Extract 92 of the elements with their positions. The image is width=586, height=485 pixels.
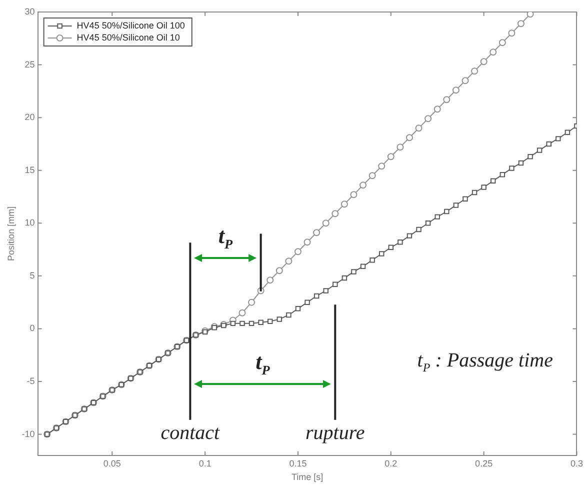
point [258,320,264,325]
point [378,251,384,256]
point [370,257,375,263]
point [230,320,236,326]
point [248,298,256,306]
point [472,190,478,196]
point [294,248,302,256]
point [276,316,282,322]
point [434,106,441,113]
x-tick-label: 0.25 [475,458,493,468]
point [444,208,450,214]
legend-label: HV45 50%/Silicone Oil 100 [76,20,185,30]
point [564,130,570,135]
point [248,320,254,326]
annotation: t$_{P}$ [218,223,233,252]
point [453,202,459,208]
x-tick-label: 0.05 [103,458,121,468]
point [323,288,328,294]
point [276,267,283,274]
point [536,148,542,153]
point [286,312,292,318]
point [508,30,516,37]
point [480,58,488,66]
y-tick-label: -10 [22,428,35,439]
point [500,172,506,178]
point [387,153,394,160]
point [295,306,301,312]
point [396,144,404,151]
point [350,191,358,198]
point [481,184,486,190]
y-tick-label: -5 [26,376,35,386]
point [416,226,422,232]
point [434,214,440,220]
point [304,300,310,305]
x-tick-label: 0.3 [570,458,583,468]
ref-line-label: rupture [306,422,365,444]
point [285,258,292,265]
point [240,320,245,326]
point [314,293,320,299]
x-tick-label: 0.15 [289,458,307,468]
point [425,220,431,226]
point [443,96,450,104]
point [471,68,478,75]
point [528,154,533,160]
point [332,282,338,287]
y-tick-label: 20 [24,112,35,122]
point [424,115,432,122]
point [351,269,356,274]
x-axis-title: Time [s] [291,472,324,482]
annotation: t$_{P}$ : Passage time [417,350,553,375]
ref-line-label: contact [160,422,220,444]
annotation: t$_{P}$ [256,350,270,378]
point [498,39,506,46]
point [342,275,348,281]
point [556,136,561,142]
point [398,240,403,245]
point [378,162,386,170]
point [238,309,246,316]
point [406,134,413,142]
x-tick-label: 0.1 [198,458,212,468]
point [266,276,274,284]
point [415,124,422,132]
point [517,20,524,28]
point [509,166,514,171]
point [340,200,348,208]
y-tick-label: 25 [24,59,35,70]
point [526,12,534,18]
point [490,48,497,56]
legend-label: HV45 50%/Silicone Oil 10 [76,32,180,42]
y-tick-label: 0 [30,323,35,334]
point [368,172,376,180]
point [490,178,496,184]
y-tick-label: 30 [24,6,35,16]
y-tick-label: 10 [24,218,35,228]
point [518,160,524,166]
point [360,182,367,189]
y-axis-title: Position [mm] [6,206,16,261]
point [360,264,366,270]
point [313,229,320,236]
point [388,244,394,250]
point [462,196,468,202]
point [322,220,330,227]
point [462,77,469,84]
point [406,233,412,238]
y-tick-label: 5 [30,270,35,280]
point [267,318,273,324]
y-tick-label: 15 [24,164,35,175]
point [546,141,552,147]
x-tick-label: 0.2 [384,458,398,468]
point [304,238,311,246]
point [332,210,339,218]
point [452,86,460,94]
